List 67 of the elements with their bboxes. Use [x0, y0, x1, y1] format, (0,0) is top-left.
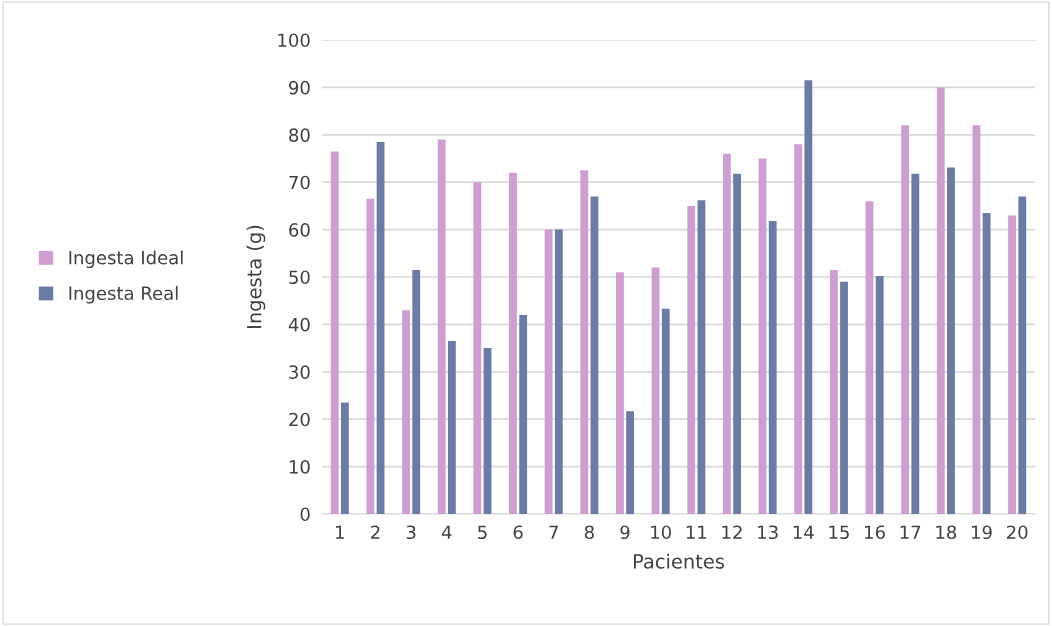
x-tick-label: 13 — [758, 525, 778, 540]
bar — [473, 182, 482, 514]
y-axis-title: Ingesta (g) — [246, 225, 266, 328]
y-tick-label: 20 — [289, 412, 310, 427]
x-tick-label: 18 — [936, 525, 957, 540]
bar — [722, 153, 731, 514]
bar — [626, 411, 635, 514]
x-tick-label: 12 — [722, 525, 742, 539]
bar — [447, 340, 456, 514]
y-tick-label: 80 — [289, 128, 310, 142]
y-tick-label: 60 — [289, 223, 310, 237]
bar — [794, 144, 803, 514]
bar — [875, 276, 884, 514]
bar — [768, 221, 777, 514]
bar — [616, 272, 624, 514]
x-tick-label: 19 — [972, 525, 992, 540]
y-tick-label: 100 — [278, 33, 310, 48]
bar — [804, 80, 813, 514]
y-tick-label: 40 — [288, 317, 310, 332]
x-tick-label: 3 — [406, 525, 416, 540]
x-tick-label: 4 — [441, 525, 452, 539]
bar — [366, 198, 375, 514]
x-axis-title: Pacientes — [633, 553, 724, 569]
bar — [412, 269, 421, 514]
x-tick-label: 5 — [478, 525, 487, 540]
y-tick-label: 90 — [289, 80, 310, 95]
bar — [1008, 215, 1016, 514]
bar — [341, 402, 349, 514]
bar — [687, 205, 696, 514]
bar — [901, 125, 910, 514]
x-tick-label: 15 — [829, 525, 849, 540]
x-tick-label: 1 — [336, 525, 344, 539]
bar — [330, 151, 339, 514]
bar — [661, 308, 670, 514]
legend-label: Ingesta Real — [69, 286, 178, 304]
x-tick-label: 8 — [584, 525, 594, 540]
bar — [733, 173, 741, 514]
y-tick-label: 0 — [300, 507, 310, 522]
bar — [829, 269, 838, 514]
bar — [911, 173, 920, 514]
y-tick-label: 10 — [289, 460, 310, 474]
x-tick-label: 10 — [651, 525, 671, 540]
y-tick-label: 50 — [289, 270, 310, 285]
x-tick-label: 6 — [513, 525, 523, 540]
x-tick-label: 9 — [620, 525, 630, 540]
bar — [936, 87, 945, 514]
bar — [840, 281, 848, 514]
x-tick-label: 7 — [549, 525, 558, 539]
legend-label: Ingesta Ideal — [69, 250, 183, 268]
bar — [437, 139, 446, 514]
x-tick-label: 17 — [900, 525, 921, 539]
x-tick-label: 14 — [793, 525, 814, 539]
bar — [554, 229, 563, 514]
bar — [402, 310, 410, 514]
x-tick-label: 16 — [865, 525, 885, 540]
bar — [982, 213, 991, 514]
bar — [519, 314, 528, 514]
bar — [544, 229, 553, 514]
x-tick-label: 2 — [371, 525, 380, 539]
x-tick-label: 20 — [1007, 525, 1028, 540]
bar — [1018, 196, 1027, 514]
x-tick-label: 11 — [686, 525, 707, 539]
bar — [509, 172, 517, 514]
bar — [947, 167, 955, 514]
y-tick-label: 70 — [289, 175, 310, 190]
y-tick-label: 30 — [289, 365, 310, 379]
bar — [580, 170, 589, 514]
